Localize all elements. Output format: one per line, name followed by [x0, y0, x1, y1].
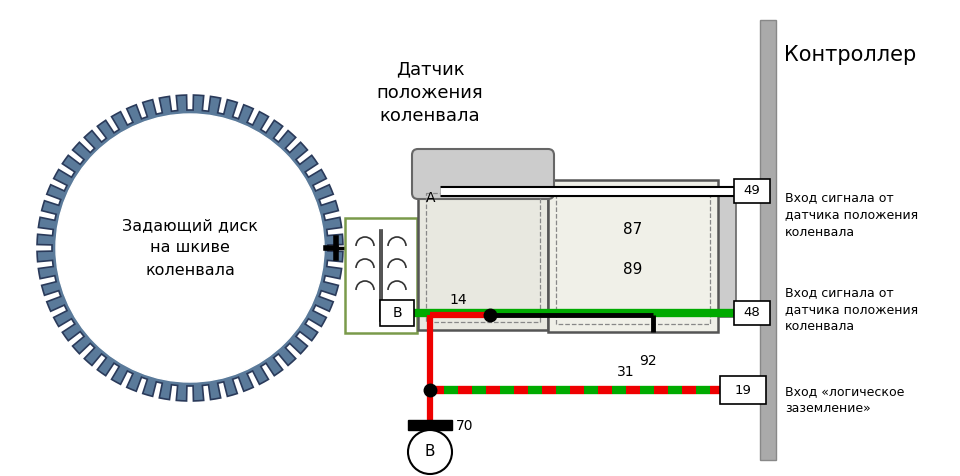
Text: 70: 70: [456, 419, 473, 433]
Polygon shape: [37, 95, 343, 401]
Bar: [426, 193, 540, 322]
Bar: [418, 185, 548, 330]
FancyBboxPatch shape: [412, 149, 554, 199]
Text: 92: 92: [639, 354, 657, 368]
Text: 48: 48: [744, 307, 760, 319]
Text: 49: 49: [744, 185, 760, 198]
Text: Вход «логическое
заземление»: Вход «логическое заземление»: [785, 385, 904, 415]
Circle shape: [56, 114, 324, 382]
Bar: [760, 20, 776, 460]
Bar: [408, 420, 452, 430]
Text: B: B: [424, 445, 435, 459]
Text: 87: 87: [623, 222, 642, 238]
Bar: [718, 195, 736, 317]
Text: Контроллер: Контроллер: [784, 45, 916, 65]
Text: Вход сигнала от
датчика положения
коленвала: Вход сигнала от датчика положения коленв…: [785, 191, 918, 238]
Bar: [720, 376, 766, 404]
Bar: [345, 218, 417, 333]
Bar: [734, 301, 770, 325]
Text: 19: 19: [734, 384, 752, 397]
Circle shape: [408, 430, 452, 474]
Bar: [556, 188, 710, 324]
Text: Датчик
положения
коленвала: Датчик положения коленвала: [376, 60, 483, 125]
Text: 14: 14: [449, 293, 467, 307]
Text: 89: 89: [623, 262, 642, 278]
Text: B: B: [393, 306, 402, 320]
Bar: [380, 300, 414, 326]
Bar: [734, 179, 770, 203]
Text: 31: 31: [617, 365, 635, 379]
Bar: [548, 180, 718, 332]
Text: Задающий диск
на шкиве
коленвала: Задающий диск на шкиве коленвала: [122, 218, 258, 278]
Text: A: A: [426, 191, 436, 205]
Text: Вход сигнала от
датчика положения
коленвала: Вход сигнала от датчика положения коленв…: [785, 287, 918, 334]
